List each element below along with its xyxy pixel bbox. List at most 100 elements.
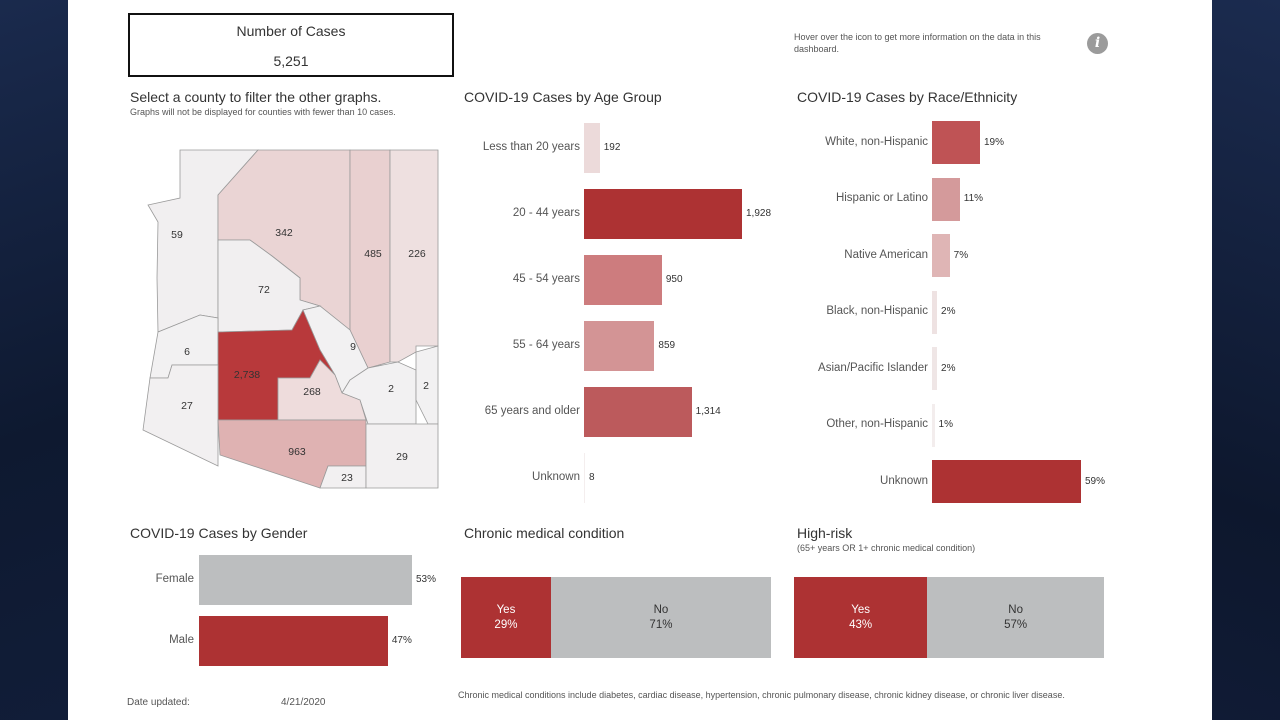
value-label-unknown: 59% xyxy=(1085,475,1106,487)
category-label-male: Male xyxy=(169,634,194,646)
county-label-coconino: 342 xyxy=(275,227,293,239)
bar-asian-pacific-islander[interactable] xyxy=(932,347,938,390)
value-label-white-non-hispanic: 19% xyxy=(983,136,1004,148)
footer-note: Chronic medical conditions include diabe… xyxy=(458,690,1065,700)
bar-45-54-years[interactable] xyxy=(584,255,662,305)
kpi-card: Number of Cases 5,251 xyxy=(128,13,454,77)
county-label-pinal: 268 xyxy=(303,386,321,398)
date-updated-label: Date updated: xyxy=(127,697,190,708)
category-label-65-years-and-older: 65 years and older xyxy=(484,405,580,417)
highrisk-chart-title: High-risk xyxy=(797,525,853,541)
value-label-55-64-years: 859 xyxy=(658,340,676,351)
bar-20-44-years[interactable] xyxy=(584,189,742,239)
date-updated-value: 4/21/2020 xyxy=(281,697,326,708)
value-label-native-american: 7% xyxy=(953,249,969,261)
segment-label-no: No 71% xyxy=(551,603,771,633)
kpi-value: 5,251 xyxy=(273,53,309,69)
value-label-black-non-hispanic: 2% xyxy=(941,306,956,317)
segment-category: No xyxy=(653,604,669,616)
stacked-bar: Yes 43% No 57% xyxy=(794,577,1104,658)
background-right xyxy=(1212,0,1280,720)
stacked-bar: Yes 29% No 71% xyxy=(461,577,771,658)
segment-category: Yes xyxy=(851,604,871,616)
kpi-label: Number of Cases xyxy=(236,23,346,39)
bar-hispanic-or-latino[interactable] xyxy=(932,177,960,221)
segment-no[interactable]: No 71% xyxy=(550,577,771,658)
county-yuma[interactable] xyxy=(142,364,219,467)
category-label-asian-pacific-islander: Asian/Pacific Islander xyxy=(818,361,928,374)
segment-no[interactable]: No 57% xyxy=(927,577,1104,658)
info-icon[interactable]: i xyxy=(1087,33,1108,54)
value-label-65-years-and-older: 1,314 xyxy=(695,406,721,417)
value-label-female: 53% xyxy=(416,574,437,585)
bar-55-64-years[interactable] xyxy=(584,321,655,371)
county-label-graham: 2 xyxy=(388,383,394,395)
segment-label-no: No 57% xyxy=(927,603,1104,633)
category-label-55-64-years: 55 - 64 years xyxy=(512,339,580,351)
county-label-yuma: 27 xyxy=(181,400,193,412)
bar-female[interactable] xyxy=(199,555,412,605)
bar-unknown[interactable] xyxy=(584,453,585,503)
county-label-pima: 963 xyxy=(288,446,306,458)
bar-less-than-20-years[interactable] xyxy=(584,123,600,173)
county-label-cochise: 29 xyxy=(396,451,408,463)
age-chart-title: COVID-19 Cases by Age Group xyxy=(464,89,662,105)
highrisk-chart-subtitle: (65+ years OR 1+ chronic medical conditi… xyxy=(797,543,976,553)
category-label-less-than-20-years: Less than 20 years xyxy=(482,141,580,153)
value-label-other-non-hispanic: 1% xyxy=(938,419,953,430)
value-label-less-than-20-years: 192 xyxy=(603,142,621,153)
county-label-lapaz: 6 xyxy=(184,346,190,358)
category-label-black-non-hispanic: Black, non-Hispanic xyxy=(826,305,928,317)
value-label-asian-pacific-islander: 2% xyxy=(941,362,956,374)
segment-yes[interactable]: Yes 29% xyxy=(461,577,551,658)
category-label-native-american: Native American xyxy=(844,248,928,261)
segment-value: 29% xyxy=(494,619,518,631)
county-label-mohave: 59 xyxy=(171,229,183,241)
bar-unknown[interactable] xyxy=(932,460,1081,503)
value-label-male: 47% xyxy=(391,635,412,646)
county-label-gila: 9 xyxy=(350,341,356,353)
segment-value: 43% xyxy=(849,619,873,631)
county-label-maricopa: 2,738 xyxy=(234,369,260,381)
background-left xyxy=(0,0,68,720)
value-label-20-44-years: 1,928 xyxy=(746,208,772,219)
county-navajo[interactable] xyxy=(349,149,391,369)
value-label-hispanic-or-latino: 11% xyxy=(963,193,984,204)
hover-note: Hover over the icon to get more informat… xyxy=(794,32,1041,54)
bar-native-american[interactable] xyxy=(932,234,950,277)
map-title: Select a county to filter the other grap… xyxy=(130,89,382,105)
segment-value: 57% xyxy=(1004,619,1028,631)
segment-value: 71% xyxy=(649,619,673,631)
category-label-female: Female xyxy=(155,573,194,585)
gender-chart-title: COVID-19 Cases by Gender xyxy=(130,525,308,541)
category-label-45-54-years: 45 - 54 years xyxy=(512,273,580,285)
value-label-unknown: 8 xyxy=(589,472,595,483)
bar-65-years-and-older[interactable] xyxy=(584,387,692,437)
segment-label-yes: Yes 29% xyxy=(461,603,551,633)
race-chart-title: COVID-19 Cases by Race/Ethnicity xyxy=(797,89,1018,105)
value-label-45-54-years: 950 xyxy=(665,274,683,285)
category-label-unknown: Unknown xyxy=(532,471,580,483)
county-label-greenlee: 2 xyxy=(423,380,429,392)
bar-other-non-hispanic[interactable] xyxy=(932,403,935,447)
bar-male[interactable] xyxy=(199,616,388,666)
county-label-navajo: 485 xyxy=(364,248,382,260)
county-label-yavapai: 72 xyxy=(258,284,270,296)
category-label-20-44-years: 20 - 44 years xyxy=(512,207,580,219)
category-label-white-non-hispanic: White, non-Hispanic xyxy=(825,135,928,148)
segment-yes[interactable]: Yes 43% xyxy=(794,577,928,658)
map-subtitle: Graphs will not be displayed for countie… xyxy=(130,107,396,117)
segment-category: Yes xyxy=(496,604,516,616)
segment-category: No xyxy=(1008,604,1023,616)
bar-white-non-hispanic[interactable] xyxy=(932,121,980,164)
category-label-hispanic-or-latino: Hispanic or Latino xyxy=(835,192,928,204)
county-label-apache: 226 xyxy=(408,248,426,260)
chronic-chart-title: Chronic medical condition xyxy=(464,525,625,541)
bar-black-non-hispanic[interactable] xyxy=(932,290,938,334)
county-cochise[interactable] xyxy=(365,423,439,489)
county-label-santacruz: 23 xyxy=(341,472,353,484)
category-label-unknown: Unknown xyxy=(880,474,928,487)
county-apache[interactable] xyxy=(389,149,439,363)
segment-label-yes: Yes 43% xyxy=(794,603,927,633)
